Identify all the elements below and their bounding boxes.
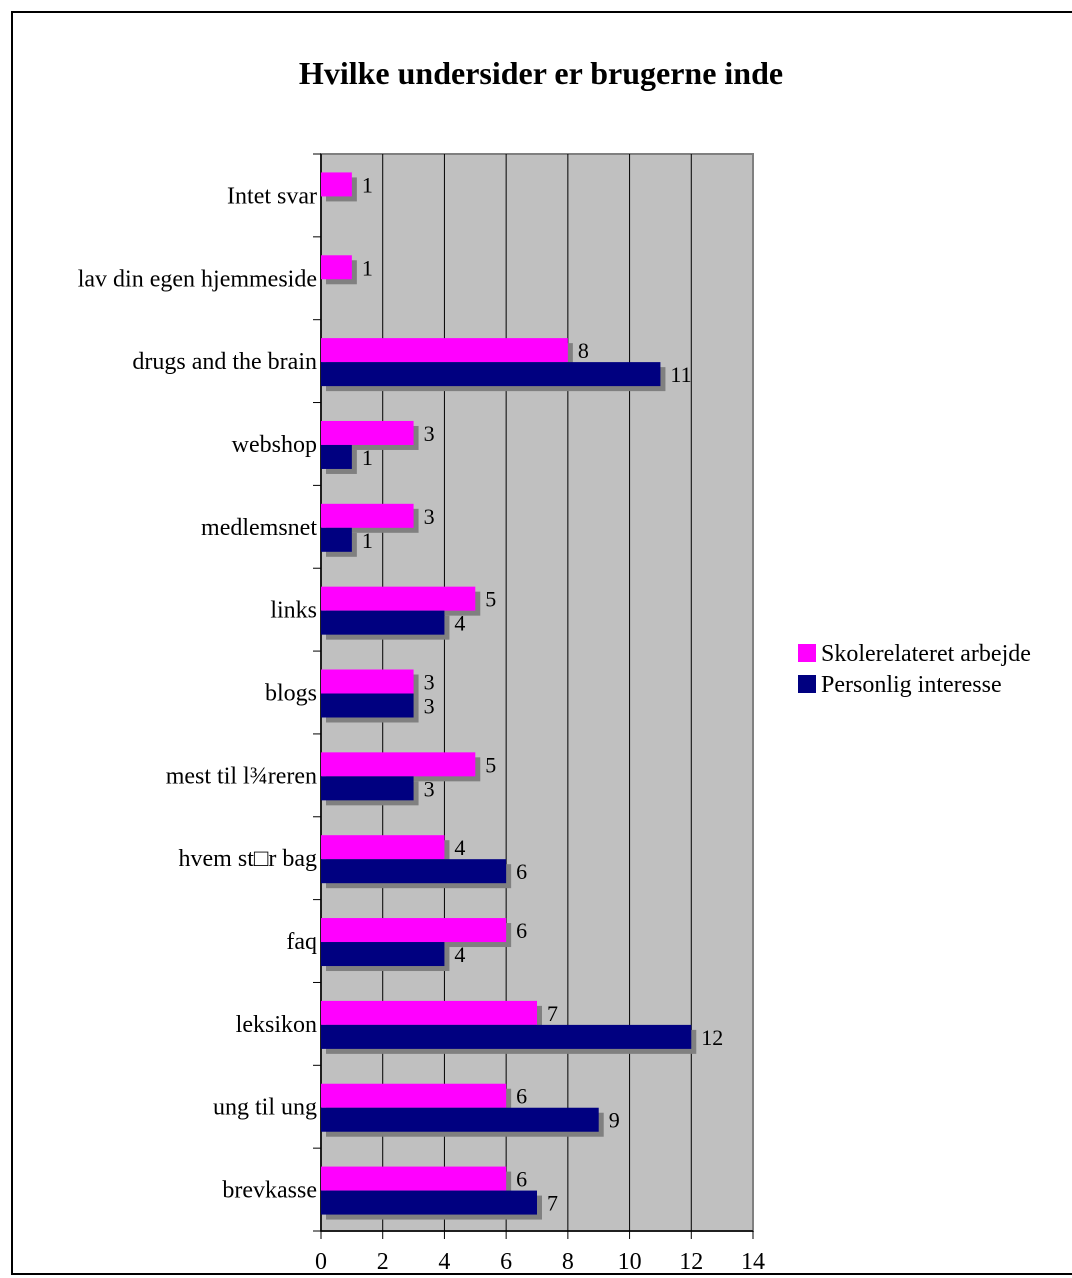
bar (321, 503, 414, 528)
data-label: 4 (454, 835, 465, 860)
category-label: links (270, 598, 317, 624)
bar (321, 752, 476, 777)
x-tick-label: 4 (438, 1249, 450, 1275)
category-label: ung til ung (213, 1095, 317, 1121)
data-label: 1 (362, 172, 373, 197)
bar (321, 255, 352, 280)
data-label: 8 (578, 338, 589, 363)
bar (321, 918, 507, 943)
bar (321, 859, 507, 884)
chart: Hvilke undersider er brugerne inde 0 2 4 6 8… (78, 55, 1031, 1275)
data-label: 3 (424, 776, 435, 801)
bar (321, 610, 445, 635)
x-tick-label: 6 (500, 1249, 512, 1275)
x-tick-label: 2 (377, 1249, 389, 1275)
bar (321, 1190, 537, 1215)
category-label: leksikon (236, 1012, 317, 1038)
bar (321, 1083, 507, 1108)
legend-label: Skolerelateret arbejde (821, 641, 1031, 667)
category-label: brevkasse (222, 1178, 317, 1204)
category-label: faq (286, 929, 317, 955)
bar (321, 362, 661, 387)
bar (321, 693, 414, 718)
legend-swatch (798, 675, 816, 693)
data-label: 6 (516, 918, 527, 943)
data-label: 5 (485, 587, 496, 612)
data-label: 6 (516, 1167, 527, 1192)
data-label: 11 (670, 362, 691, 387)
bar (321, 835, 445, 860)
data-label: 6 (516, 1084, 527, 1109)
category-label: lav din egen hjemmeside (78, 266, 317, 292)
category-label: hvem st□r bag (179, 846, 317, 872)
bar (321, 669, 414, 694)
bar (321, 1166, 507, 1191)
bar (321, 942, 445, 967)
bar (321, 420, 414, 445)
legend-label: Personlig interesse (821, 672, 1002, 698)
x-tick-label: 8 (562, 1249, 574, 1275)
data-label: 1 (362, 528, 373, 553)
bar (321, 1000, 537, 1025)
data-label: 9 (609, 1108, 620, 1133)
bar (321, 776, 414, 801)
bar (321, 1107, 599, 1132)
x-tick-label: 10 (618, 1249, 642, 1275)
data-label: 1 (362, 255, 373, 280)
bar (321, 172, 352, 197)
legend-swatch (798, 644, 816, 662)
data-label: 7 (547, 1001, 558, 1026)
data-label: 4 (454, 611, 465, 636)
x-tick-label: 0 (315, 1249, 327, 1275)
data-label: 5 (485, 752, 496, 777)
data-label: 7 (547, 1191, 558, 1216)
data-label: 3 (424, 670, 435, 695)
bar (321, 1024, 692, 1049)
category-label: blogs (265, 681, 317, 707)
data-label: 3 (424, 504, 435, 529)
data-label: 3 (424, 694, 435, 719)
chart-frame: Hvilke undersider er brugerne inde 0 2 4 6 8… (11, 11, 1072, 1275)
category-label: webshop (232, 432, 317, 458)
data-label: 6 (516, 859, 527, 884)
bar (321, 586, 476, 611)
x-tick-label: 14 (741, 1249, 765, 1275)
category-label: mest til l¾reren (166, 763, 317, 789)
category-label: drugs and the brain (132, 349, 317, 375)
data-label: 3 (424, 421, 435, 446)
category-label: Intet svar (227, 183, 317, 209)
chart-title: Hvilke undersider er brugerne inde (299, 55, 783, 91)
data-label: 12 (701, 1025, 723, 1050)
x-tick-label: 12 (679, 1249, 703, 1275)
bar (321, 527, 352, 552)
bar (321, 444, 352, 469)
data-label: 1 (362, 445, 373, 470)
data-label: 4 (454, 942, 465, 967)
bar (321, 338, 568, 363)
category-label: medlemsnet (201, 515, 317, 541)
